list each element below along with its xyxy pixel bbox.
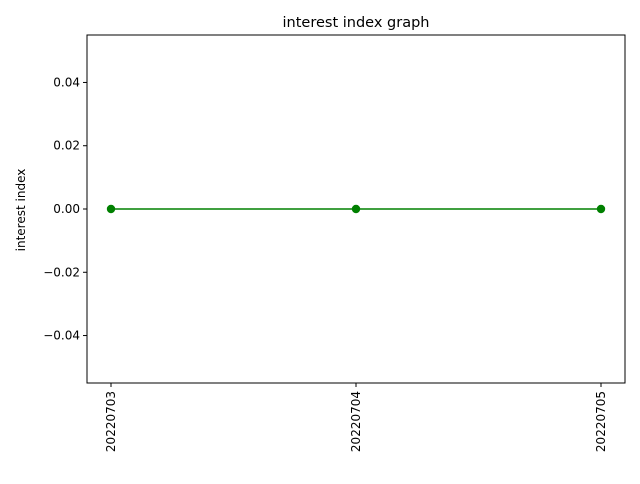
data-point (596, 204, 606, 214)
data-point (106, 204, 116, 214)
y-tick-label: 0.04 (53, 75, 80, 89)
y-axis-label: interest index (14, 169, 28, 252)
y-tick-label: 0.02 (53, 139, 80, 153)
y-tick-label: −0.04 (43, 329, 80, 343)
chart-title: interest index graph (283, 15, 430, 31)
data-point (351, 204, 361, 214)
x-tick-label: 20220705 (594, 391, 608, 452)
x-tick-label: 20220704 (349, 391, 363, 452)
y-tick-label: 0.00 (53, 202, 80, 216)
x-tick-label: 20220703 (104, 391, 118, 452)
plot-area: −0.04 −0.02 0.00 0.02 0.04 20220703 20220704 20… (43, 75, 608, 452)
axes-frame (86, 34, 626, 384)
y-tick-label: −0.02 (43, 265, 80, 279)
